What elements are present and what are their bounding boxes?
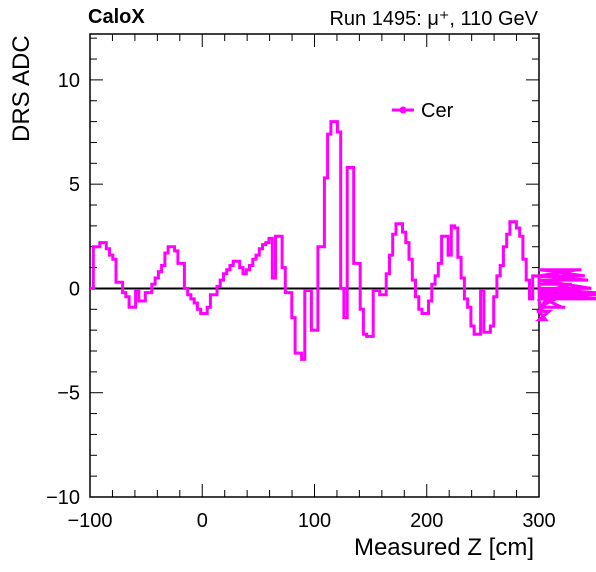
x-tick-label: 200	[410, 510, 443, 532]
y-axis-label: DRS ADC	[8, 35, 35, 142]
y-tick-label: 0	[69, 278, 80, 300]
x-tick-label: 100	[298, 510, 331, 532]
x-tick-label: 300	[522, 510, 555, 532]
series-line-cer	[90, 120, 596, 361]
x-axis-label: Measured Z [cm]	[353, 534, 534, 561]
legend-label: Cer	[421, 100, 454, 122]
x-tick-label: 0	[197, 510, 208, 532]
x-tick-label: −100	[67, 510, 112, 532]
legend-marker	[399, 106, 407, 114]
run-info: Run 1495: μ⁺, 110 GeV	[329, 8, 538, 30]
y-tick-label: −5	[57, 383, 80, 405]
experiment-label: CaloX	[88, 6, 145, 28]
y-tick-label: 5	[69, 174, 80, 196]
plot-frame	[89, 33, 540, 498]
y-tick-label: −10	[46, 487, 80, 509]
y-tick-label: 10	[58, 70, 80, 92]
